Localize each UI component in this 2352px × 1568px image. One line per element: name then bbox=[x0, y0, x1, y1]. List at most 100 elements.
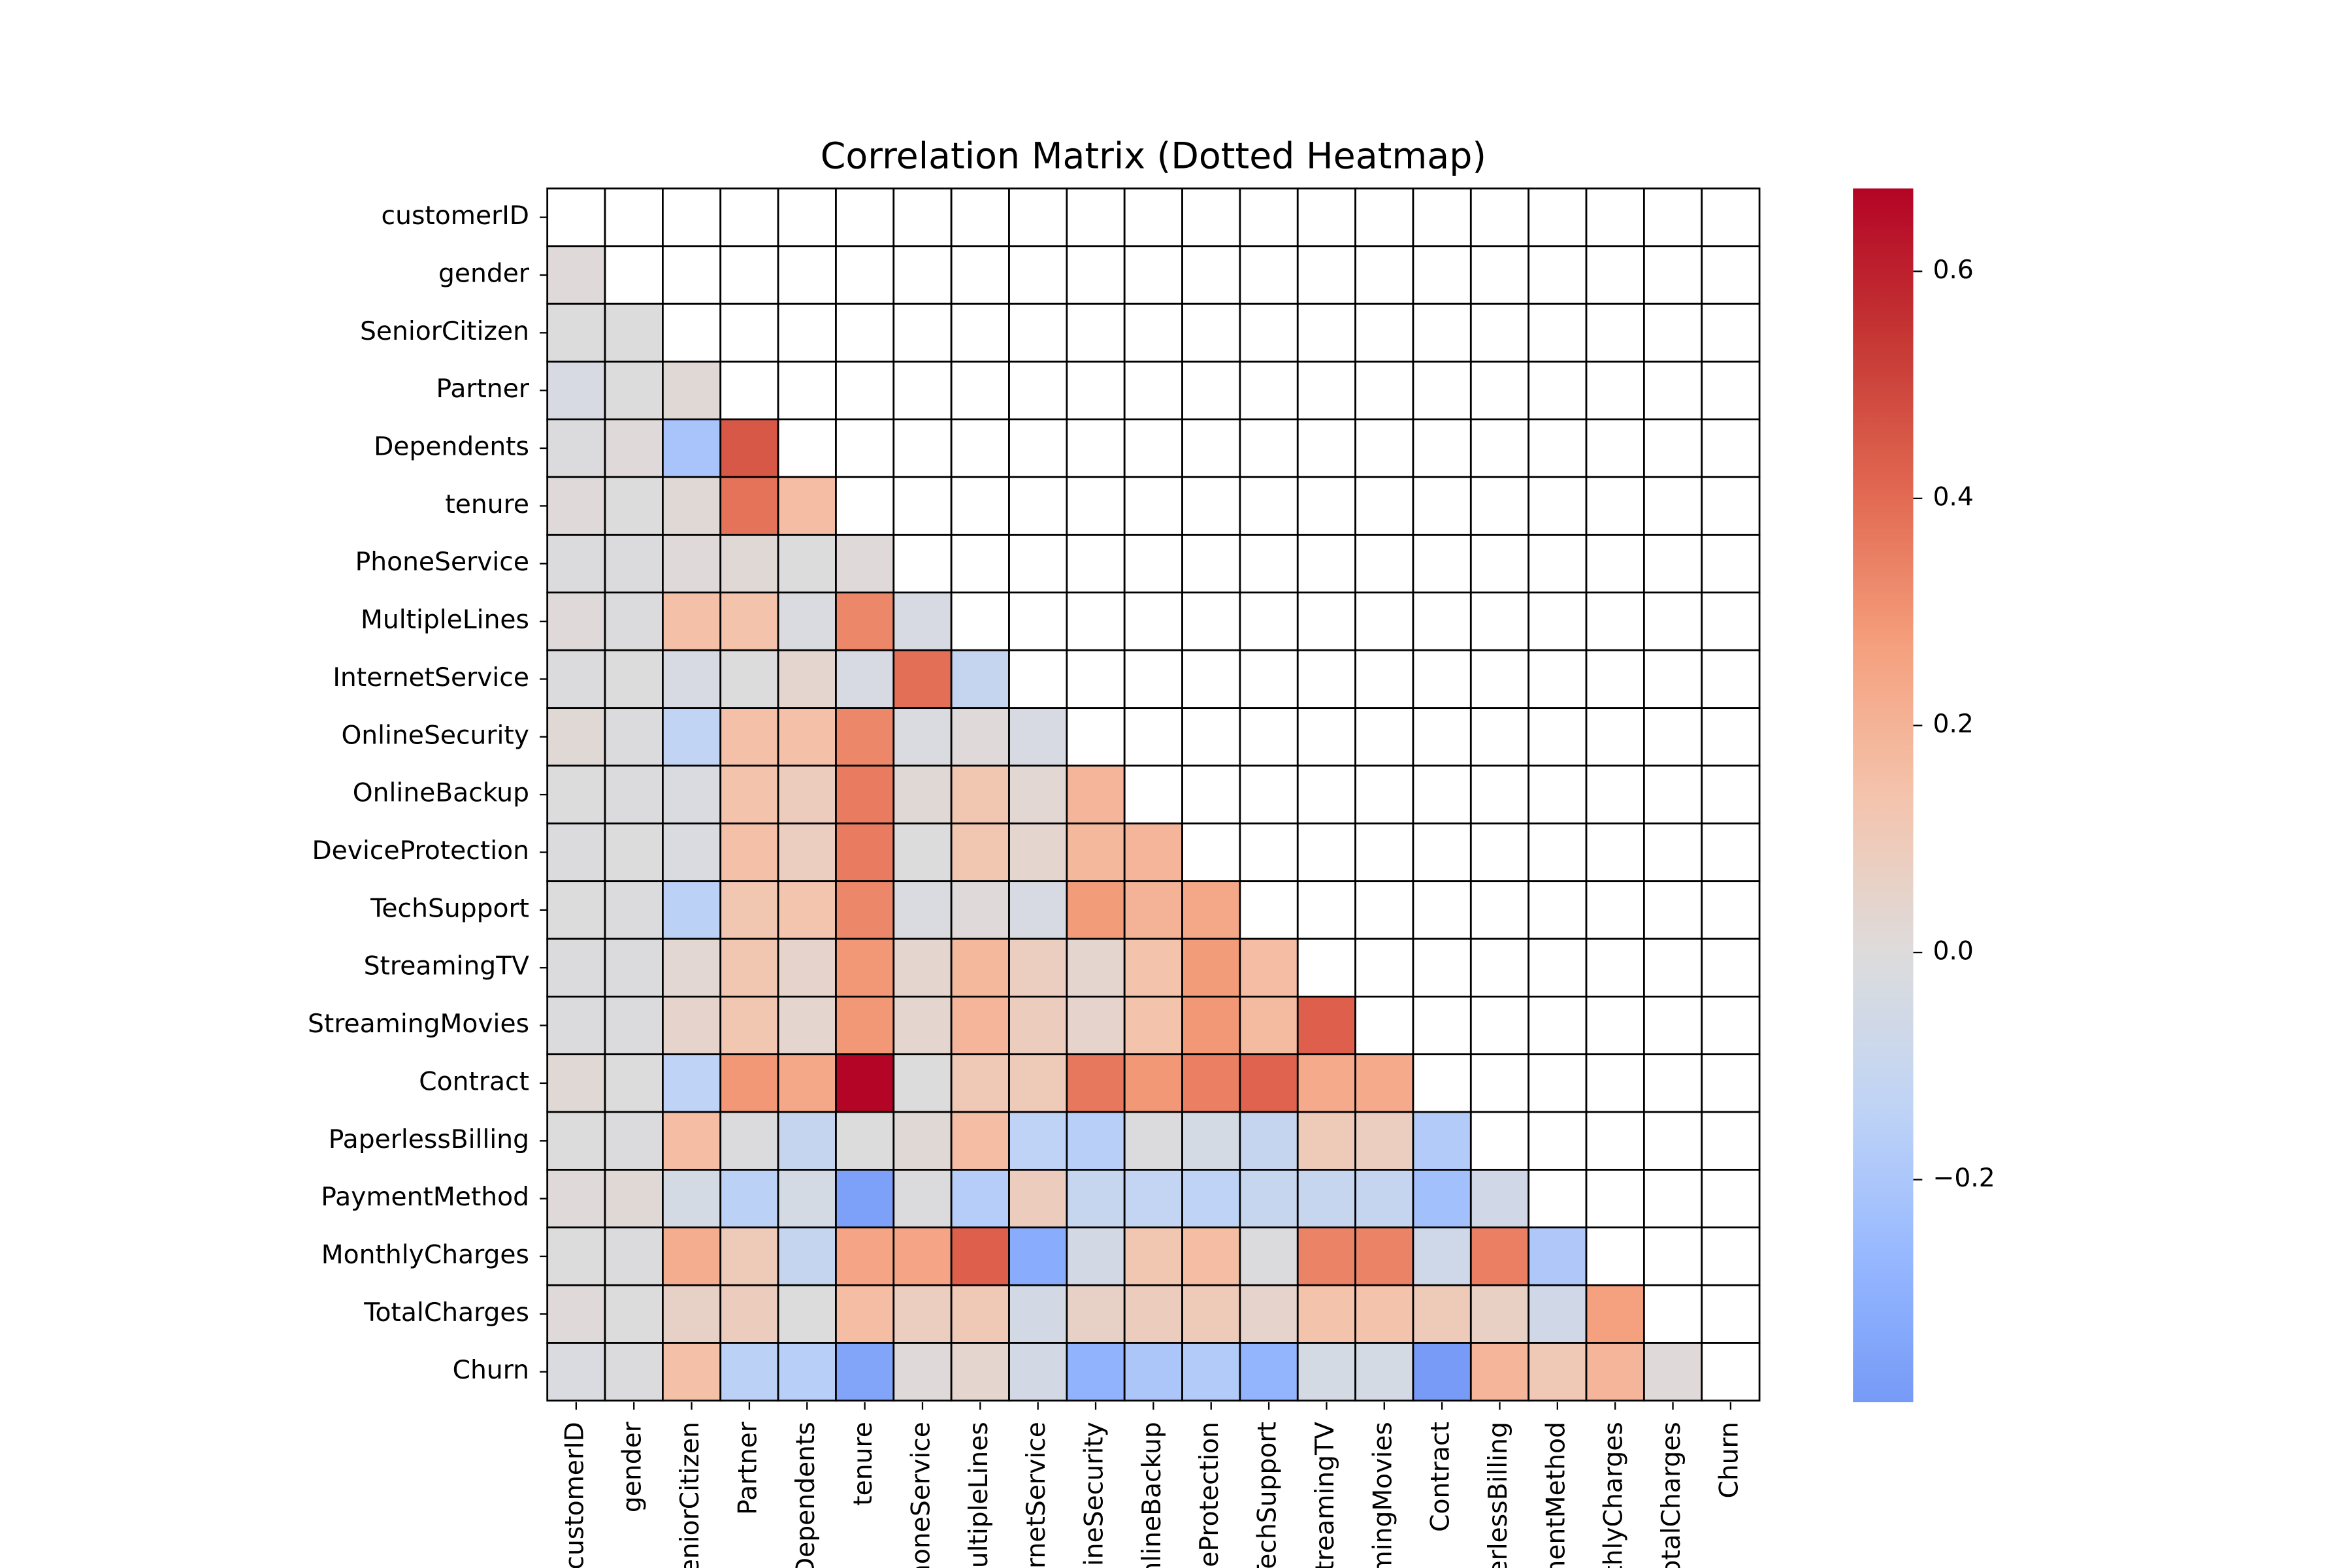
masked-cell bbox=[1701, 649, 1761, 710]
masked-cell bbox=[1354, 938, 1414, 998]
masked-cell bbox=[835, 418, 895, 478]
heatmap-cell bbox=[719, 1169, 779, 1229]
masked-cell bbox=[1469, 361, 1530, 421]
masked-cell bbox=[1585, 880, 1645, 940]
masked-cell bbox=[1585, 534, 1645, 594]
masked-cell bbox=[1066, 188, 1126, 248]
heatmap-cell bbox=[546, 649, 606, 710]
heatmap-cell bbox=[604, 361, 664, 421]
heatmap-cell bbox=[604, 1169, 664, 1229]
masked-cell bbox=[1181, 188, 1241, 248]
masked-cell bbox=[1066, 649, 1126, 710]
heatmap-cell bbox=[662, 534, 722, 594]
y-tick-label: Partner bbox=[436, 374, 529, 404]
heatmap-cell bbox=[1469, 1226, 1530, 1286]
masked-cell bbox=[1296, 361, 1357, 421]
y-tick-label: Dependents bbox=[374, 433, 529, 462]
masked-cell bbox=[1354, 188, 1414, 248]
masked-cell bbox=[1066, 361, 1126, 421]
heatmap-cell bbox=[1239, 995, 1299, 1056]
heatmap-cell bbox=[662, 995, 722, 1056]
heatmap-cell bbox=[1123, 938, 1183, 998]
heatmap-cell bbox=[1239, 1053, 1299, 1113]
masked-cell bbox=[1701, 995, 1761, 1056]
heatmap-cell bbox=[1354, 1111, 1414, 1171]
heatmap-cell bbox=[892, 649, 953, 710]
masked-cell bbox=[604, 188, 664, 248]
heatmap-cell bbox=[546, 591, 606, 651]
masked-cell bbox=[1585, 245, 1645, 305]
masked-cell bbox=[1008, 591, 1068, 651]
heatmap-cell bbox=[604, 1342, 664, 1402]
heatmap-cell bbox=[604, 591, 664, 651]
masked-cell bbox=[835, 302, 895, 363]
masked-cell bbox=[1527, 822, 1588, 883]
heatmap-cell bbox=[1239, 938, 1299, 998]
heatmap-cell bbox=[1008, 995, 1068, 1056]
heatmap-cell bbox=[1123, 822, 1183, 883]
masked-cell bbox=[777, 245, 837, 305]
masked-cell bbox=[1469, 1053, 1530, 1113]
masked-cell bbox=[1469, 649, 1530, 710]
heatmap-cell bbox=[1412, 1111, 1472, 1171]
masked-cell bbox=[1469, 822, 1530, 883]
heatmap-cell bbox=[546, 245, 606, 305]
masked-cell bbox=[1701, 1053, 1761, 1113]
masked-cell bbox=[1527, 188, 1588, 248]
masked-cell bbox=[1642, 1053, 1703, 1113]
heatmap-cell bbox=[604, 649, 664, 710]
y-tick-label: TotalCharges bbox=[363, 1298, 529, 1328]
masked-cell bbox=[1527, 764, 1588, 825]
masked-cell bbox=[1296, 822, 1357, 883]
masked-cell bbox=[1123, 476, 1183, 536]
masked-cell bbox=[719, 188, 779, 248]
masked-cell bbox=[835, 361, 895, 421]
heatmap-cell bbox=[777, 534, 837, 594]
heatmap-cell bbox=[662, 1169, 722, 1229]
heatmap-cell bbox=[1239, 1226, 1299, 1286]
masked-cell bbox=[1296, 188, 1357, 248]
colorbar-tick-label: 0.6 bbox=[1933, 255, 1973, 285]
masked-cell bbox=[1181, 245, 1241, 305]
masked-cell bbox=[1701, 1169, 1761, 1229]
heatmap-cell bbox=[1181, 1226, 1241, 1286]
heatmap-cell bbox=[719, 707, 779, 767]
masked-cell bbox=[1642, 995, 1703, 1056]
masked-cell bbox=[835, 476, 895, 536]
x-tick-label: TechSupport bbox=[1253, 1422, 1282, 1568]
masked-cell bbox=[1585, 591, 1645, 651]
masked-cell bbox=[1412, 938, 1472, 998]
masked-cell bbox=[1354, 476, 1414, 536]
heatmap-cell bbox=[546, 1169, 606, 1229]
heatmap-cell bbox=[777, 880, 837, 940]
heatmap-cell bbox=[777, 938, 837, 998]
masked-cell bbox=[1642, 534, 1703, 594]
masked-cell bbox=[1354, 361, 1414, 421]
masked-cell bbox=[1412, 476, 1472, 536]
heatmap-cell bbox=[892, 1284, 953, 1344]
masked-cell bbox=[777, 361, 837, 421]
masked-cell bbox=[1527, 361, 1588, 421]
heatmap-cell bbox=[835, 591, 895, 651]
x-tick-label: Dependents bbox=[791, 1422, 821, 1568]
heatmap-cell bbox=[546, 995, 606, 1056]
masked-cell bbox=[1642, 938, 1703, 998]
masked-cell bbox=[835, 188, 895, 248]
heatmap-cell bbox=[546, 938, 606, 998]
colorbar-tick-label: 0.4 bbox=[1933, 482, 1973, 512]
heatmap-cell bbox=[662, 938, 722, 998]
masked-cell bbox=[1469, 995, 1530, 1056]
heatmap-cell bbox=[1123, 1169, 1183, 1229]
x-tick-label: MonthlyCharges bbox=[1599, 1422, 1629, 1568]
masked-cell bbox=[1354, 302, 1414, 363]
heatmap-cell bbox=[950, 938, 1010, 998]
masked-cell bbox=[1642, 361, 1703, 421]
heatmap-cell bbox=[950, 1053, 1010, 1113]
heatmap-cell bbox=[777, 764, 837, 825]
y-tick-label: StreamingTV bbox=[364, 952, 530, 981]
heatmap-cell bbox=[892, 1111, 953, 1171]
heatmap-cell bbox=[1123, 1111, 1183, 1171]
masked-cell bbox=[1642, 1169, 1703, 1229]
heatmap-cell bbox=[662, 1226, 722, 1286]
heatmap-cell bbox=[719, 764, 779, 825]
